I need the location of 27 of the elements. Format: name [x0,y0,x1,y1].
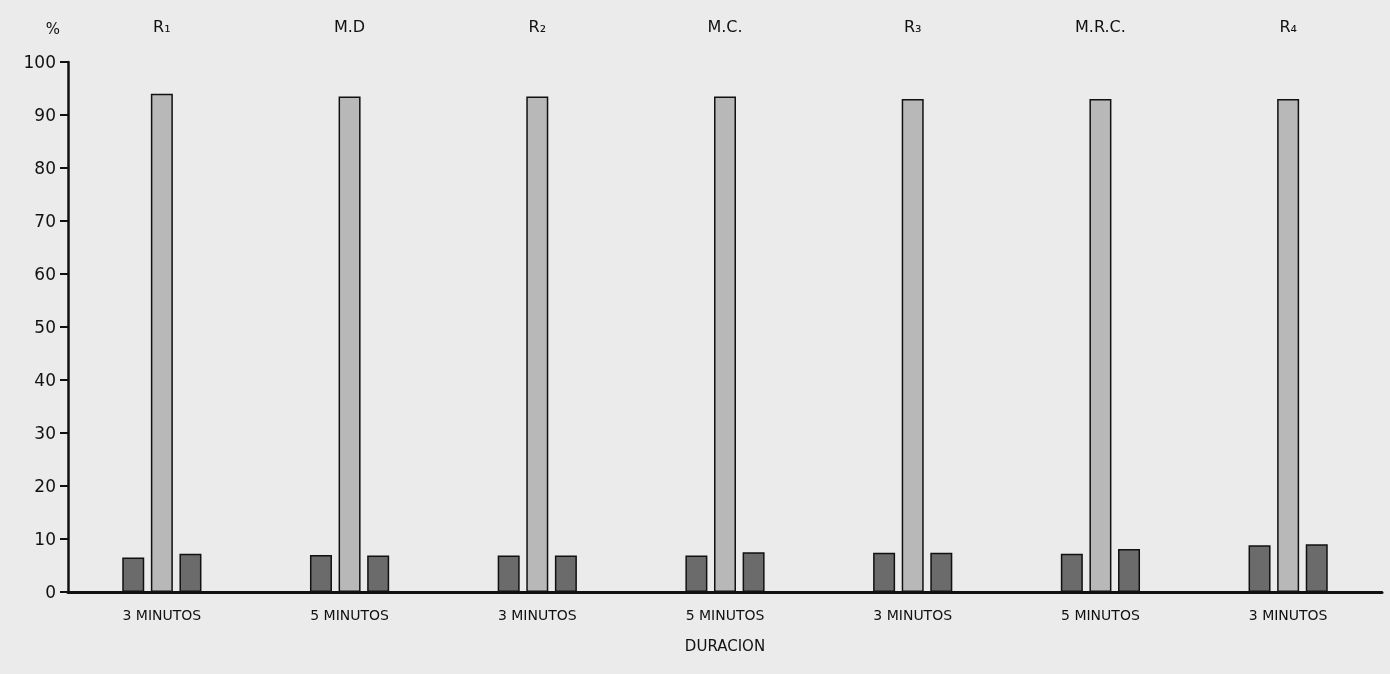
x-tick-label: 3 MINUTOS [497,607,577,623]
y-tick-label: 0 [45,582,56,602]
x-tick-label: 5 MINUTOS [310,607,390,623]
y-tick-label: 80 [34,158,56,178]
y-tick-label: 10 [34,529,56,549]
x-tick-label: 3 MINUTOS [122,607,202,623]
text: M.C. [707,16,743,36]
y-tick-label: 70 [34,211,56,231]
x-axis-title: DURACION [684,636,766,655]
text: M.D [333,16,366,36]
y-axis-title: % [45,19,60,38]
y-tick-label: 90 [34,105,56,125]
text: M.R.C. [1075,16,1126,36]
y-tick-label: 60 [34,264,56,284]
y-tick-label: 20 [34,476,56,496]
x-tick-label: 5 MINUTOS [685,607,765,623]
text: R₄ [1279,16,1297,36]
text: R₁ [153,16,171,36]
text: R₃ [903,16,922,36]
y-tick-label: 40 [34,370,56,390]
y-tick-label: 30 [34,423,56,443]
x-tick-label: 3 MINUTOS [1248,607,1328,623]
y-tick-label: 50 [34,317,56,337]
x-tick-label: 5 MINUTOS [1061,607,1140,623]
y-tick-label: 100 [23,52,56,72]
text: R₂ [528,16,547,36]
x-tick-label: 3 MINUTOS [873,607,953,623]
